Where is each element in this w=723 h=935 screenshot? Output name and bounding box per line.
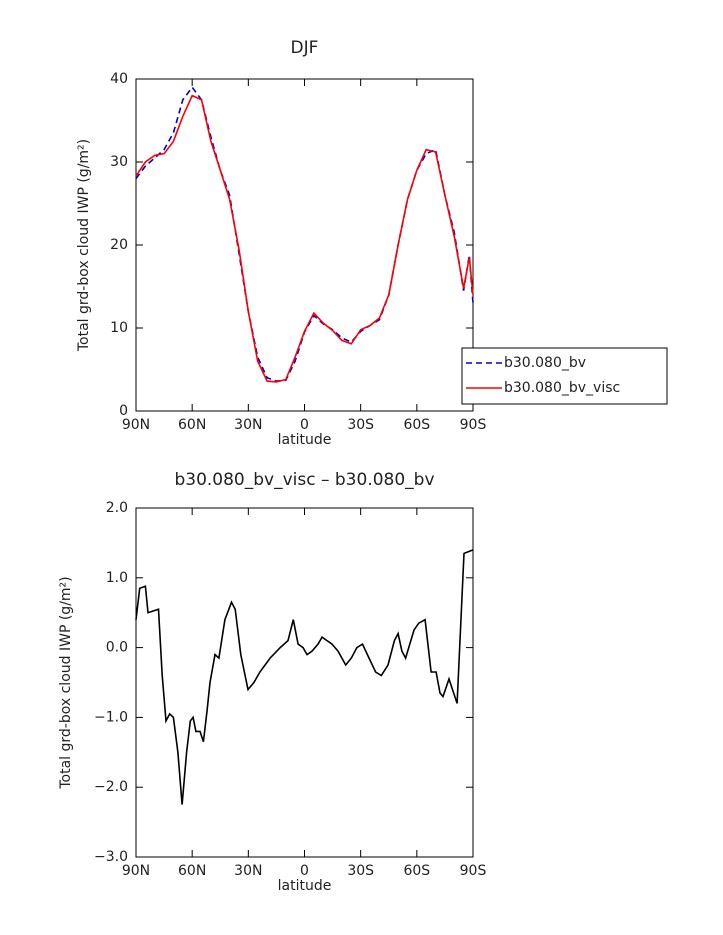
y-tick-label: 0.0 — [106, 640, 128, 656]
legend-label: b30.080_bv_visc — [504, 380, 620, 396]
legend-box — [461, 347, 668, 405]
x-tick-label: 90S — [460, 863, 487, 879]
y-tick-label: 30 — [110, 154, 128, 170]
chart-title: DJF — [291, 38, 319, 58]
x-tick-label: 60N — [178, 417, 206, 433]
legend-label: b30.080_bv — [504, 355, 586, 371]
x-tick-label: 30N — [234, 417, 262, 433]
series-line — [135, 549, 474, 805]
chart-title: b30.080_bv_visc – b30.080_bv — [174, 470, 434, 490]
y-tick-label: 10 — [110, 320, 128, 336]
y-tick-label: 2.0 — [106, 500, 128, 516]
y-tick-label: 0 — [119, 403, 128, 419]
y-tick-label: −2.0 — [94, 779, 128, 795]
y-axis-label: Total grd-box cloud IWP (g/m²) — [76, 139, 92, 352]
y-tick-label: −3.0 — [94, 849, 128, 865]
x-tick-label: 90N — [122, 417, 150, 433]
y-tick-label: 40 — [110, 71, 128, 87]
plot-frame — [135, 78, 474, 412]
series-line — [135, 85, 474, 382]
y-tick-label: 20 — [110, 237, 128, 253]
x-axis-label: latitude — [278, 432, 332, 448]
x-tick-label: 0 — [300, 417, 309, 433]
series-line — [135, 94, 474, 383]
y-axis-label: Total grd-box cloud IWP (g/m²) — [58, 576, 74, 789]
x-tick-label: 60S — [403, 863, 430, 879]
x-tick-label: 60N — [178, 863, 206, 879]
x-tick-label: 90S — [460, 417, 487, 433]
y-tick-label: −1.0 — [94, 709, 128, 725]
x-tick-label: 30S — [347, 417, 374, 433]
plot-frame — [135, 507, 474, 858]
x-tick-label: 30S — [347, 863, 374, 879]
x-tick-label: 60S — [403, 417, 430, 433]
x-tick-label: 30N — [234, 863, 262, 879]
y-tick-label: 1.0 — [106, 570, 128, 586]
x-tick-label: 0 — [300, 863, 309, 879]
x-axis-label: latitude — [278, 878, 332, 894]
x-tick-label: 90N — [122, 863, 150, 879]
